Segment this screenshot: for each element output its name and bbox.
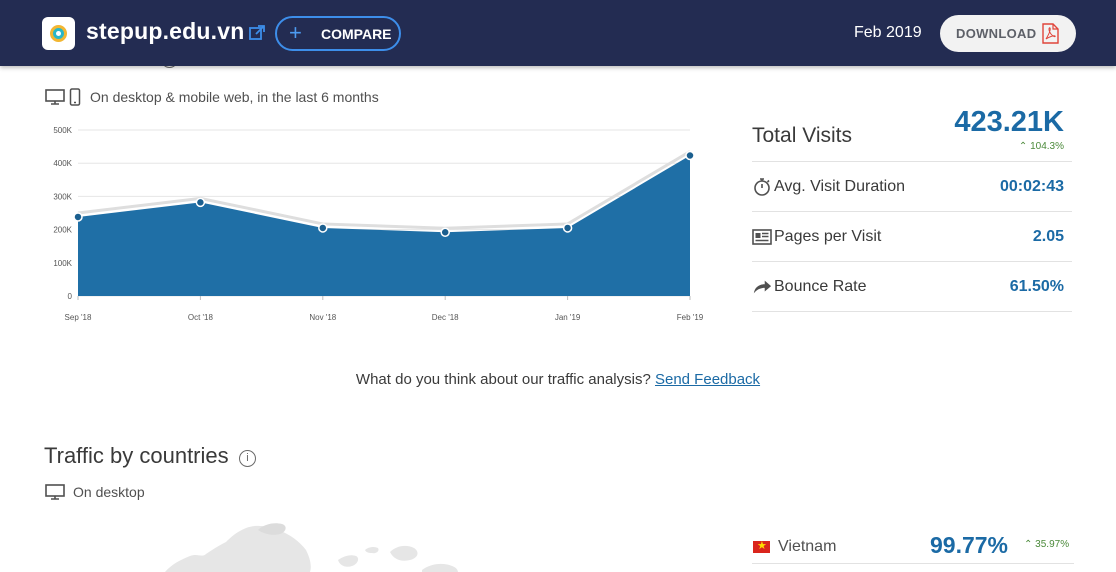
x-tick-label: Dec '18	[432, 313, 459, 322]
data-point	[195, 197, 206, 208]
device-note-text: On desktop & mobile web, in the last 6 m…	[90, 89, 379, 105]
download-button[interactable]: DOWNLOAD	[940, 15, 1076, 52]
avg-duration-label: Avg. Visit Duration	[774, 178, 906, 195]
y-tick-label: 200K	[53, 226, 72, 235]
metric-pages-per-visit: Pages per Visit 2.05	[752, 212, 1072, 262]
x-tick-label: Nov '18	[309, 313, 336, 322]
countries-device-note-text: On desktop	[73, 484, 145, 500]
arrow-up-icon: ⌃	[1024, 539, 1036, 550]
y-tick-label: 0	[68, 292, 73, 301]
external-link-icon[interactable]	[248, 24, 266, 42]
bounce-rate-value: 61.50%	[1009, 278, 1064, 295]
stopwatch-icon	[754, 178, 770, 196]
data-point	[318, 223, 328, 233]
y-tick-label: 400K	[53, 159, 72, 168]
x-tick-label: Sep '18	[65, 313, 92, 322]
period-selector[interactable]: Feb 2019	[854, 24, 922, 41]
traffic-by-countries-heading: Traffic by countries	[44, 443, 229, 468]
engagement-metrics: Total Visits 423.21K ⌃ 104.3% Avg. Visit…	[752, 104, 1072, 312]
series-shadow-line	[77, 150, 691, 230]
series-area	[78, 155, 690, 296]
compare-button[interactable]: + COMPARE	[275, 16, 401, 51]
total-visits-change: ⌃ 104.3%	[1018, 141, 1064, 152]
x-tick-label: Jan '19	[555, 313, 581, 322]
y-tick-label: 500K	[53, 126, 72, 135]
metric-bounce-rate: Bounce Rate 61.50%	[752, 262, 1072, 312]
data-point	[73, 212, 83, 222]
world-map[interactable]	[160, 520, 460, 572]
data-point	[685, 150, 695, 161]
pages-per-visit-value: 2.05	[1032, 228, 1064, 245]
site-domain: stepup.edu.vn	[86, 18, 245, 44]
country-change: ⌃ 35.97%	[1024, 539, 1070, 550]
pages-icon	[752, 229, 772, 245]
pages-per-visit-label: Pages per Visit	[774, 228, 882, 245]
vietnam-flag-icon: ★	[753, 540, 770, 553]
metric-total-visits: Total Visits 423.21K ⌃ 104.3%	[752, 104, 1072, 162]
country-row-vietnam[interactable]: ★ Vietnam 99.77% ⌃ 35.97%	[752, 532, 1074, 564]
site-header: stepup.edu.vn + COMPARE Feb 2019 DOWNLOA…	[0, 0, 1116, 66]
total-visits-value: 423.21K	[954, 106, 1064, 138]
info-icon[interactable]: i	[239, 450, 256, 467]
pdf-icon	[1042, 23, 1059, 44]
feedback-question: What do you think about our traffic anal…	[355, 371, 651, 388]
country-share: 99.77%	[930, 532, 1009, 558]
total-visits-chart: 0 100K 200K 300K 400K 500K Sep '18 Oct '18 Nov '…	[53, 126, 703, 322]
desktop-icon	[45, 89, 65, 105]
mobile-icon	[69, 88, 81, 106]
x-tick-label: Feb '19	[677, 313, 703, 322]
data-point	[440, 227, 450, 238]
bounce-rate-label: Bounce Rate	[774, 278, 867, 295]
bounce-arrow-icon	[753, 280, 772, 294]
desktop-icon	[45, 484, 65, 500]
compare-label: COMPARE	[321, 26, 392, 42]
data-point	[562, 223, 573, 233]
download-label: DOWNLOAD	[956, 26, 1037, 41]
total-visits-label: Total Visits	[752, 124, 852, 147]
arrow-up-icon: ⌃	[1018, 141, 1031, 152]
y-tick-label: 300K	[53, 192, 72, 201]
x-tick-label: Oct '18	[188, 313, 214, 322]
plus-icon: +	[289, 20, 302, 45]
avg-duration-value: 00:02:43	[999, 178, 1064, 195]
country-name: Vietnam	[778, 538, 837, 555]
send-feedback-link[interactable]: Send Feedback	[654, 371, 761, 388]
y-tick-label: 100K	[53, 259, 72, 268]
metric-avg-duration: Avg. Visit Duration 00:02:43	[752, 162, 1072, 212]
feedback-prompt: What do you think about our traffic anal…	[0, 371, 1116, 388]
site-favicon	[42, 17, 75, 50]
